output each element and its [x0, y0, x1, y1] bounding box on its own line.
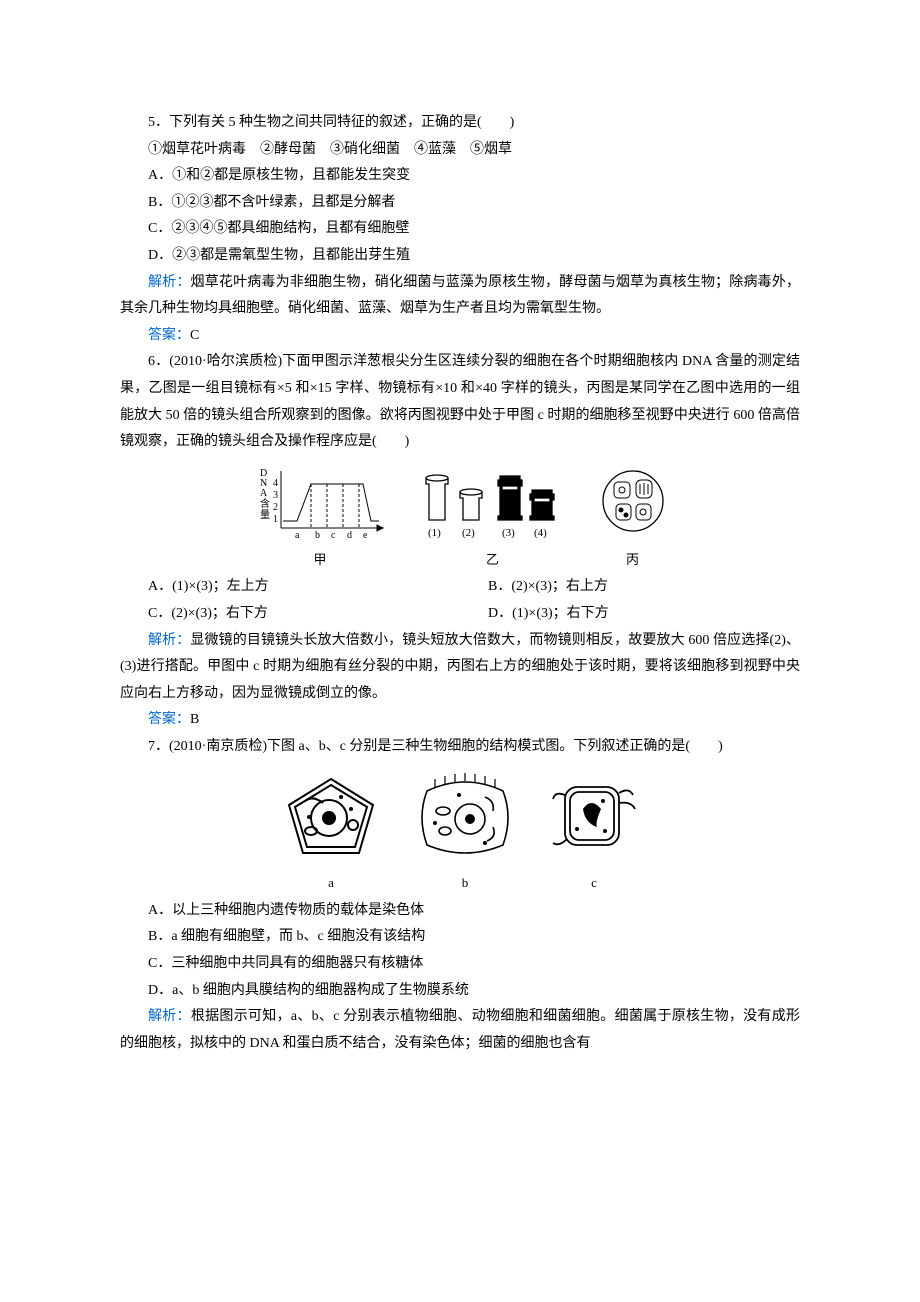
q6-stem: 6．(2010·哈尔滨质检)下面甲图示洋葱根尖分生区连续分裂的细胞在各个时期细胞… [120, 349, 800, 455]
lens-4-label: (4) [534, 527, 547, 539]
q6-opt-c: C．(2)×(3)；右下方 [120, 601, 460, 628]
q5-analysis-label: 解析： [148, 275, 191, 290]
jia-ytick-2: 2 [273, 502, 278, 513]
jia-xtick-e: e [363, 530, 368, 541]
q7-analysis-text: 根据图示可知，a、b、c 分别表示植物细胞、动物细胞和细菌细胞。细菌属于原核生物… [120, 1009, 800, 1051]
q7-opt-d: D．a、b 细胞内具膜结构的细胞器构成了生物膜系统 [120, 978, 800, 1005]
q7-opt-a: A．以上三种细胞内遗传物质的载体是染色体 [120, 898, 800, 925]
figure-bing: 丙 [598, 466, 668, 573]
svg-text:量: 量 [260, 509, 270, 521]
q5-analysis-text: 烟草花叶病毒为非细胞生物，硝化细菌与蓝藻为原核生物，酵母菌与烟草为真核生物；除病… [120, 275, 800, 317]
figure-yi-label: 乙 [486, 548, 499, 573]
q7-analysis: 解析：根据图示可知，a、b、c 分别表示植物细胞、动物细胞和细菌细胞。细菌属于原… [120, 1004, 800, 1057]
page-content: 5．下列有关 5 种生物之间共同特征的叙述，正确的是( ) ①烟草花叶病毒 ②酵… [0, 0, 920, 1117]
q7-figure-set: a [120, 773, 800, 896]
jia-xtick-b: b [315, 530, 320, 541]
q5-answer-label: 答案： [148, 328, 190, 343]
yi-svg: (1) (2) (3) (4) [418, 466, 568, 546]
cell-a: a [281, 773, 381, 896]
q5-opt-b: B．①②③都不含叶绿素，且都是分解者 [120, 190, 800, 217]
jia-ytick-1: 1 [273, 514, 278, 525]
figure-yi: (1) (2) (3) (4) 乙 [418, 466, 568, 573]
q6-opt-d: D．(1)×(3)；右下方 [460, 601, 800, 628]
lens-1-label: (1) [428, 527, 441, 539]
q5-answer: 答案：C [120, 323, 800, 350]
q5-opt-d: D．②③都是需氧型生物，且都能出芽生殖 [120, 243, 800, 270]
figure-jia-label: 甲 [313, 548, 326, 573]
jia-svg: D N A 含 量 4 3 2 1 a b c d e [253, 466, 388, 546]
q7-opt-c: C．三种细胞中共同具有的细胞器只有核糖体 [120, 951, 800, 978]
svg-text:A: A [260, 488, 268, 499]
q6-choices-row1: A．(1)×(3)；左上方 B．(2)×(3)；右上方 [120, 574, 800, 601]
q5-analysis: 解析：烟草花叶病毒为非细胞生物，硝化细菌与蓝藻为原核生物，酵母菌与烟草为真核生物… [120, 270, 800, 323]
cell-b-label: b [415, 871, 515, 896]
cell-c-label: c [549, 871, 639, 896]
q7-stem: 7．(2010·南京质检)下图 a、b、c 分别是三种生物细胞的结构模式图。下列… [120, 734, 800, 761]
q5-answer-text: C [190, 328, 199, 343]
q6-answer-label: 答案： [148, 712, 190, 727]
q6-answer-text: B [190, 712, 199, 727]
q6-answer: 答案：B [120, 707, 800, 734]
jia-ytick-4: 4 [273, 478, 278, 489]
q7-analysis-label: 解析： [148, 1009, 191, 1024]
q7-opt-b: B．a 细胞有细胞壁，而 b、c 细胞没有该结构 [120, 924, 800, 951]
q6-opt-a: A．(1)×(3)；左上方 [120, 574, 460, 601]
lens-3-label: (3) [502, 527, 515, 539]
figure-bing-label: 丙 [626, 548, 639, 573]
q6-figure-set: D N A 含 量 4 3 2 1 a b c d e 甲 [120, 466, 800, 573]
cell-a-label: a [281, 871, 381, 896]
svg-text:含: 含 [260, 497, 270, 510]
q5-opt-c: C．②③④⑤都具细胞结构，且都有细胞壁 [120, 216, 800, 243]
jia-xtick-c: c [331, 530, 336, 541]
lens-2-label: (2) [462, 527, 475, 539]
q5-circled-terms: ①烟草花叶病毒 ②酵母菌 ③硝化细菌 ④蓝藻 ⑤烟草 [120, 137, 800, 164]
q6-analysis-text: 显微镜的目镜镜头长放大倍数小，镜头短放大倍数大，而物镜则相反，故要放大 600 … [120, 633, 800, 701]
q6-choices-row2: C．(2)×(3)；右下方 D．(1)×(3)；右下方 [120, 601, 800, 628]
cell-b: b [415, 773, 515, 896]
q6-opt-b: B．(2)×(3)；右上方 [460, 574, 800, 601]
cell-c: c [549, 773, 639, 896]
q5-opt-a: A．①和②都是原核生物，且都能发生突变 [120, 163, 800, 190]
q6-analysis: 解析：显微镜的目镜镜头长放大倍数小，镜头短放大倍数大，而物镜则相反，故要放大 6… [120, 628, 800, 708]
jia-xtick-d: d [347, 530, 352, 541]
bing-svg [598, 466, 668, 546]
jia-ytick-3: 3 [273, 490, 278, 501]
figure-jia: D N A 含 量 4 3 2 1 a b c d e 甲 [253, 466, 388, 573]
jia-xtick-a: a [295, 530, 300, 541]
q6-analysis-label: 解析： [148, 633, 190, 648]
q5-stem: 5．下列有关 5 种生物之间共同特征的叙述，正确的是( ) [120, 110, 800, 137]
